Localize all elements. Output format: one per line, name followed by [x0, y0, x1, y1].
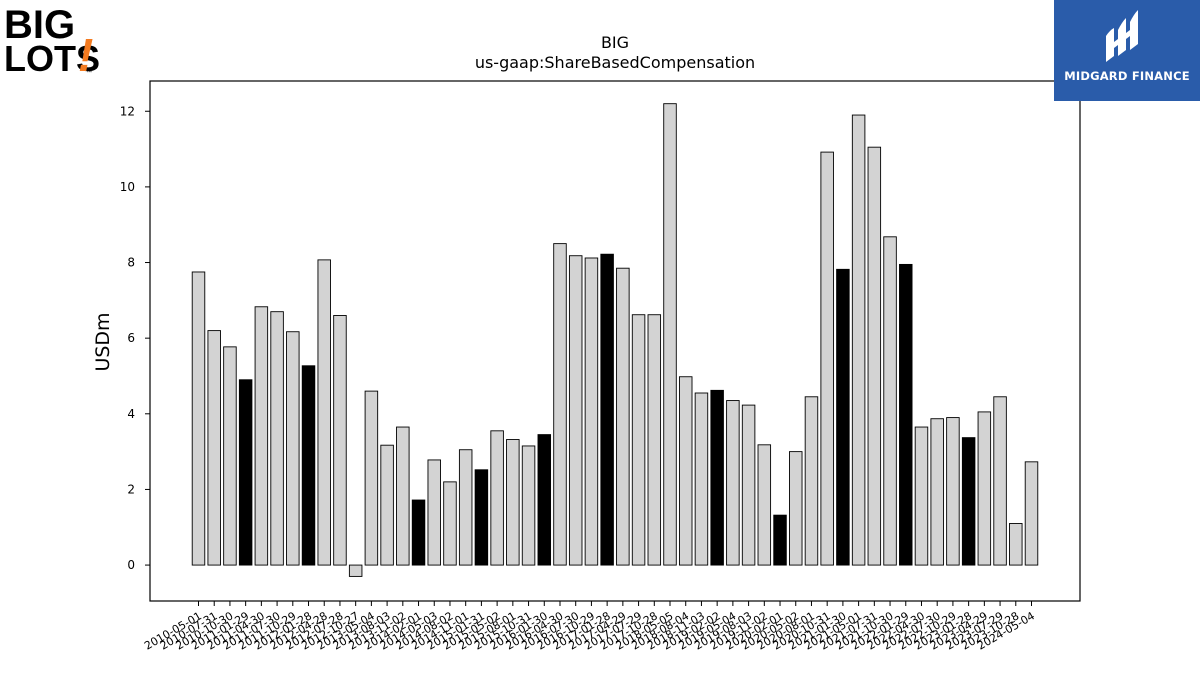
bar-2010-10-30: [223, 346, 237, 566]
y-tick-label: 6: [127, 331, 135, 345]
bar-2022-10-29: [946, 417, 960, 566]
bar-2012-10-27: [348, 564, 363, 577]
big-lots-logo: BIG LOTS ! ™: [2, 3, 102, 81]
logo-exclaim-mark: !: [78, 29, 93, 76]
y-tick-label: 0: [127, 558, 135, 572]
bar-2011-01-29: [238, 379, 253, 566]
logo-trademark: ™: [86, 69, 92, 76]
bar-2011-04-30: [254, 306, 269, 566]
bar-2023-10-28: [1009, 523, 1023, 566]
bar-2014-05-03: [427, 459, 441, 566]
bar-2015-10-31: [521, 445, 536, 566]
y-axis-label: USDm: [92, 312, 114, 371]
y-tick-label: 10: [120, 180, 135, 194]
bar-2014-11-01: [458, 449, 473, 566]
bar-2023-07-29: [993, 396, 1007, 566]
bar-2013-08-03: [380, 444, 394, 566]
bar-2020-02-01: [773, 514, 787, 566]
bar-2021-05-01: [851, 114, 866, 566]
y-tick-label: 2: [127, 482, 135, 496]
y-tick-label: 8: [127, 256, 135, 270]
logo-word-big: BIG: [4, 4, 75, 47]
bar-2016-07-30: [568, 255, 583, 566]
x-axis-ticks: 2010-05-012010-07-312010-10-302011-01-29…: [142, 601, 1037, 653]
bar-2021-07-31: [867, 146, 882, 566]
bar-2012-01-28: [301, 365, 316, 566]
bar-2022-07-30: [930, 418, 944, 566]
bar-2010-05-01: [191, 271, 206, 566]
bar-2016-10-29: [584, 257, 599, 566]
bars-group: [191, 103, 1039, 577]
bar-2012-04-28: [317, 259, 331, 566]
y-tick-label: 4: [127, 407, 135, 421]
chart-subtitle: us-gaap:ShareBasedCompensation: [475, 53, 755, 72]
midgard-finance-emblem: [1106, 10, 1138, 62]
bar-2019-02-02: [710, 389, 724, 566]
y-axis-ticks: 0 2 4 6 8 10 12: [120, 104, 150, 572]
bar-2018-11-03: [694, 392, 709, 566]
bar-2012-07-28: [333, 315, 347, 566]
bar-2020-08-01: [804, 396, 819, 566]
bar-2018-08-04: [678, 376, 693, 566]
bar-2016-01-30: [537, 434, 552, 566]
bar-2010-07-31: [207, 330, 221, 566]
bar-2015-01-31: [474, 469, 489, 566]
bar-2019-08-03: [741, 404, 756, 566]
bar-2022-01-29: [899, 263, 913, 566]
bar-2017-04-29: [616, 267, 630, 566]
bar-2023-01-28: [961, 437, 976, 566]
bar-2020-05-02: [789, 451, 803, 566]
bar-2013-11-02: [396, 426, 410, 566]
bar-2015-05-02: [490, 430, 504, 566]
bar-2011-10-29: [286, 331, 300, 566]
bar-2019-11-02: [757, 444, 772, 566]
y-tick-label: 12: [120, 104, 135, 118]
bar-2019-05-04: [726, 400, 740, 566]
bar-2011-07-30: [270, 311, 284, 566]
bar-2013-05-04: [364, 390, 379, 566]
bar-2017-10-28: [647, 314, 662, 566]
midgard-finance-wordmark: MIDGARD FINANCE: [1064, 69, 1190, 83]
bar-2021-10-30: [883, 236, 897, 566]
bar-2014-02-01: [411, 499, 426, 566]
bar-2017-01-28: [600, 253, 614, 566]
bar-2016-04-30: [553, 243, 567, 566]
plot-area-frame: [149, 80, 1081, 602]
bar-2014-08-02: [443, 481, 457, 566]
bar-2015-08-01: [506, 439, 520, 566]
bar-2018-05-05: [663, 103, 677, 566]
bar-2021-01-30: [836, 268, 850, 566]
bar-2023-04-29: [977, 411, 992, 566]
big-lots-logo-mark: BIG LOTS ! ™: [4, 3, 100, 81]
bar-2017-07-29: [631, 314, 646, 566]
midgard-finance-logo: MIDGARD FINANCE: [1054, 0, 1200, 101]
bar-2020-10-31: [820, 151, 834, 566]
bar-2024-05-04: [1024, 461, 1039, 566]
chart-title: BIG: [601, 33, 629, 52]
logo-word-lots: LOTS: [4, 38, 100, 76]
bar-2022-04-30: [914, 426, 929, 566]
